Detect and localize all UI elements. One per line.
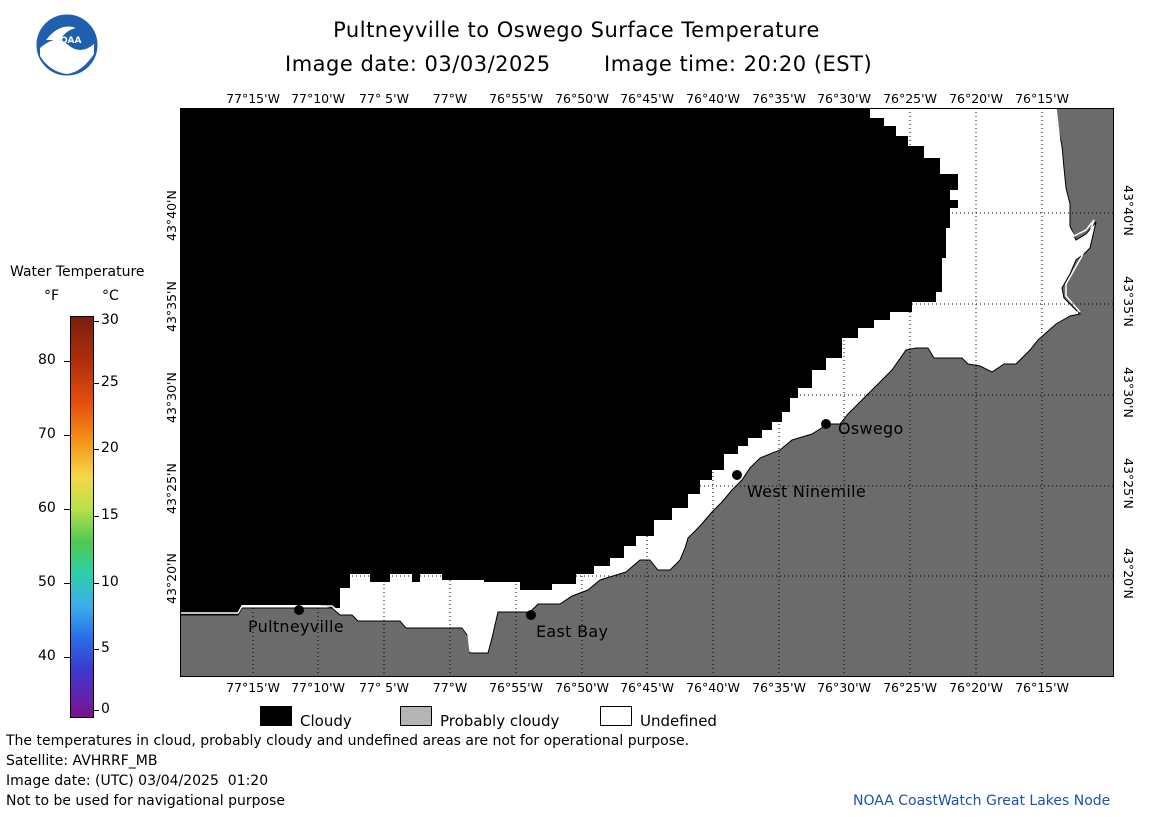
legend-label-undefined: Undefined [640, 712, 717, 730]
lat-label-right: 43°35'N [1121, 276, 1136, 327]
fahrenheit-unit: °F [44, 288, 60, 304]
lon-label-bottom: 76°15'W [1015, 680, 1069, 695]
celsius-tick-label: 5 [101, 640, 110, 656]
lon-label-bottom: 77°15'W [226, 680, 280, 695]
cloud-area [180, 108, 958, 615]
lon-label-top: 76°55'W [489, 91, 543, 106]
lon-label-bottom: 76°45'W [620, 680, 674, 695]
lon-label-top: 76°40'W [686, 91, 740, 106]
celsius-unit: °C [102, 288, 119, 304]
noaa-logo: NOAA [36, 14, 98, 76]
legend-label-cloudy: Cloudy [300, 712, 352, 730]
celsius-tick-label: 20 [101, 440, 119, 456]
footer-disclaimer: The temperatures in cloud, probably clou… [6, 733, 690, 749]
lat-lon-grid [180, 108, 1114, 677]
celsius-tick-label: 25 [101, 374, 119, 390]
color-scale-title: Water Temperature [10, 264, 145, 280]
lat-label-left: 43°30'N [164, 372, 179, 423]
lon-label-top: 77° 5'W [359, 91, 409, 106]
lon-label-top: 76°15'W [1015, 91, 1069, 106]
lon-label-bottom: 76°20'W [949, 680, 1003, 695]
color-scale-bar [70, 316, 94, 718]
footer-satellite: Satellite: AVHRRF_MB [6, 753, 158, 769]
lon-label-bottom: 77°W [432, 680, 468, 695]
celsius-tick-mark [93, 383, 99, 384]
celsius-tick-mark [93, 449, 99, 450]
legend-swatch-probably-cloudy [400, 706, 432, 726]
image-date: Image date: 03/03/2025 [285, 52, 551, 76]
celsius-tick-label: 15 [101, 507, 119, 523]
celsius-tick-label: 0 [101, 701, 110, 717]
lon-label-bottom: 76°25'W [883, 680, 937, 695]
lon-label-bottom: 77°10'W [291, 680, 345, 695]
lon-label-top: 77°10'W [291, 91, 345, 106]
legend-swatch-undefined [600, 706, 632, 726]
map-title: Pultneyville to Oswego Surface Temperatu… [333, 18, 820, 42]
logo-text: NOAA [52, 36, 82, 46]
lat-label-left: 43°25'N [164, 463, 179, 514]
fahrenheit-tick-mark [64, 435, 70, 436]
celsius-tick-label: 10 [101, 574, 119, 590]
footer-navigation-warning: Not to be used for navigational purpose [6, 793, 285, 809]
pultneyville-marker [294, 605, 304, 615]
fahrenheit-tick-label: 60 [38, 500, 56, 516]
legend-label-probably-cloudy: Probably cloudy [440, 712, 560, 730]
lon-label-top: 76°20'W [949, 91, 1003, 106]
lon-label-bottom: 76°30'W [817, 680, 871, 695]
lon-label-top: 76°45'W [620, 91, 674, 106]
lon-label-top: 77°W [432, 91, 468, 106]
lon-label-top: 76°30'W [817, 91, 871, 106]
lat-label-left: 43°40'N [164, 190, 179, 241]
fahrenheit-tick-mark [64, 657, 70, 658]
fahrenheit-tick-mark [64, 509, 70, 510]
fahrenheit-tick-label: 40 [38, 648, 56, 664]
temperature-map [180, 108, 1114, 677]
celsius-tick-mark [93, 649, 99, 650]
legend-swatch-cloudy [260, 706, 292, 726]
lon-label-bottom: 76°35'W [752, 680, 806, 695]
lat-label-right: 43°40'N [1121, 185, 1136, 236]
fahrenheit-tick-label: 80 [38, 352, 56, 368]
place-label-oswego: Oswego [838, 419, 904, 438]
celsius-tick-mark [93, 321, 99, 322]
oswego-marker [821, 419, 831, 429]
place-label-east-bay: East Bay [536, 622, 609, 641]
celsius-tick-mark [93, 516, 99, 517]
lat-label-right: 43°30'N [1121, 367, 1136, 418]
lat-label-right: 43°20'N [1121, 548, 1136, 599]
lon-label-top: 77°15'W [226, 91, 280, 106]
place-label-pultneyville: Pultneyville [248, 617, 344, 636]
lon-label-bottom: 77° 5'W [359, 680, 409, 695]
lon-label-top: 76°50'W [555, 91, 609, 106]
place-label-west-ninemile: West Ninemile [747, 482, 867, 501]
celsius-tick-mark [93, 710, 99, 711]
footer-image-date-utc: Image date: (UTC) 03/04/2025 01:20 [6, 773, 269, 789]
fahrenheit-tick-mark [64, 361, 70, 362]
west-ninemile-marker [732, 470, 742, 480]
image-time: Image time: 20:20 (EST) [604, 52, 873, 76]
lon-label-bottom: 76°40'W [686, 680, 740, 695]
lat-label-left: 43°20'N [164, 553, 179, 604]
east-bay-marker [526, 610, 536, 620]
celsius-tick-label: 30 [101, 312, 119, 328]
lat-label-right: 43°25'N [1121, 458, 1136, 509]
fahrenheit-tick-label: 50 [38, 574, 56, 590]
lon-label-bottom: 76°55'W [489, 680, 543, 695]
footer-credit: NOAA CoastWatch Great Lakes Node [853, 793, 1111, 809]
lon-label-bottom: 76°50'W [555, 680, 609, 695]
lat-label-left: 43°35'N [164, 281, 179, 332]
lon-label-top: 76°25'W [883, 91, 937, 106]
fahrenheit-tick-label: 70 [38, 426, 56, 442]
fahrenheit-tick-mark [64, 583, 70, 584]
noaa-logo-icon [36, 14, 98, 76]
lon-label-top: 76°35'W [752, 91, 806, 106]
celsius-tick-mark [93, 583, 99, 584]
